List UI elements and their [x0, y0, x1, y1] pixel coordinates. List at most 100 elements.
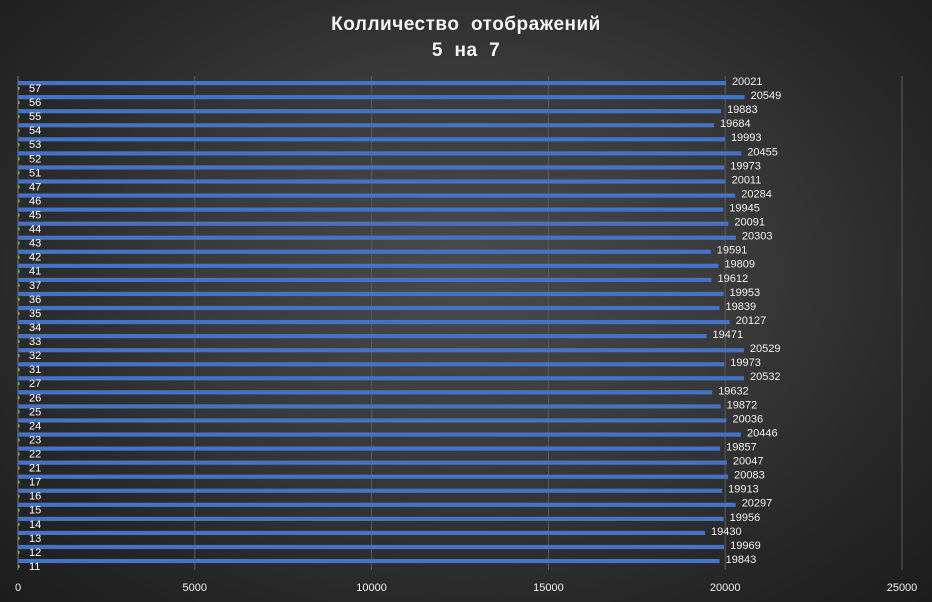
chart-subtitle: 5 на 7	[431, 40, 501, 61]
bar-secondary-mark	[18, 354, 20, 358]
category-label: 34	[29, 322, 41, 334]
category-label: 54	[29, 125, 41, 137]
bar-secondary-mark	[18, 340, 20, 344]
category-label: 17	[29, 477, 41, 489]
category-label: 56	[29, 97, 41, 109]
category-label: 42	[29, 252, 41, 264]
bar	[18, 460, 727, 465]
bar	[18, 319, 730, 325]
data-label: 19430	[711, 526, 742, 538]
category-label: 55	[29, 111, 41, 123]
bar	[18, 418, 727, 423]
bar-secondary-mark	[18, 101, 20, 105]
data-label: 19945	[729, 203, 760, 215]
bar	[18, 193, 736, 198]
bar-secondary-mark	[18, 157, 20, 161]
bar	[18, 432, 741, 437]
chart-title: Колличество отображений	[331, 14, 601, 35]
data-label: 20127	[736, 315, 767, 327]
bar-secondary-mark	[18, 311, 20, 315]
category-label: 41	[29, 266, 41, 278]
bar-secondary-mark	[18, 115, 20, 119]
category-label: 46	[29, 195, 41, 207]
data-label: 20021	[732, 76, 763, 88]
bar-secondary-mark	[18, 452, 20, 456]
data-label: 20529	[750, 343, 781, 355]
category-label: 53	[29, 139, 41, 151]
bar-secondary-mark	[18, 536, 20, 540]
bar-secondary-mark	[18, 87, 20, 90]
data-label: 19471	[712, 329, 743, 341]
x-tick-label: 0	[15, 582, 21, 594]
bar	[18, 446, 721, 451]
bar	[18, 516, 724, 521]
data-label: 19612	[717, 273, 748, 285]
category-label: 45	[29, 210, 41, 222]
data-label: 20047	[733, 456, 764, 468]
bar-secondary-mark	[18, 255, 20, 259]
bar-secondary-mark	[18, 185, 20, 189]
category-label: 32	[29, 350, 41, 362]
bar	[18, 376, 745, 381]
bar-secondary-mark	[18, 550, 20, 554]
bar	[18, 530, 706, 536]
bar	[18, 305, 720, 311]
bar-secondary-mark	[18, 466, 20, 470]
bar	[18, 263, 719, 268]
bar	[18, 348, 744, 353]
category-label: 36	[29, 294, 41, 306]
bar	[18, 502, 736, 507]
bar	[18, 221, 729, 226]
data-label: 19973	[730, 357, 761, 369]
x-tick-label: 10000	[356, 582, 387, 594]
bar-secondary-mark	[18, 424, 20, 428]
category-label: 22	[29, 448, 41, 460]
bar-secondary-mark	[18, 410, 20, 414]
data-label: 19872	[727, 399, 758, 411]
bar-secondary-mark	[18, 522, 20, 526]
category-label: 44	[29, 224, 41, 236]
data-label: 19993	[731, 132, 762, 144]
x-tick-label: 20000	[710, 582, 741, 594]
category-label: 57	[29, 83, 41, 95]
bar-secondary-mark	[18, 564, 20, 568]
data-label: 20083	[734, 470, 765, 482]
category-label: 43	[29, 238, 41, 250]
data-label: 19857	[726, 441, 757, 453]
chart-title-block: Колличество отображений 5 на 7	[0, 12, 932, 64]
bar-secondary-mark	[18, 382, 20, 386]
bar	[18, 109, 722, 114]
bar	[18, 151, 742, 156]
bar	[18, 474, 729, 479]
data-label: 19973	[730, 160, 761, 172]
data-label: 20455	[747, 146, 778, 158]
data-label: 20532	[750, 371, 781, 383]
x-tick-label: 25000	[887, 582, 918, 594]
bar	[18, 123, 715, 128]
data-label: 19839	[726, 301, 757, 313]
data-label: 19913	[728, 484, 759, 496]
bar-secondary-mark	[18, 129, 20, 133]
data-label: 19956	[730, 512, 761, 524]
category-label: 27	[29, 378, 41, 390]
bar	[18, 334, 707, 339]
category-label: 16	[29, 491, 41, 503]
bar-secondary-mark	[18, 241, 20, 245]
bar	[18, 291, 724, 297]
category-label: 37	[29, 280, 41, 292]
bar	[18, 488, 723, 493]
data-label: 20297	[742, 498, 773, 510]
data-label: 20284	[741, 188, 772, 200]
category-label: 52	[29, 153, 41, 165]
data-label: 20091	[734, 217, 765, 229]
category-label: 25	[29, 406, 41, 418]
category-label: 11	[29, 561, 40, 573]
data-label: 19632	[718, 385, 749, 397]
data-label: 20036	[732, 413, 763, 425]
bar	[18, 277, 712, 282]
data-label: 19969	[730, 540, 761, 552]
bar	[18, 249, 711, 254]
bar	[18, 179, 726, 184]
category-label: 33	[29, 336, 41, 348]
